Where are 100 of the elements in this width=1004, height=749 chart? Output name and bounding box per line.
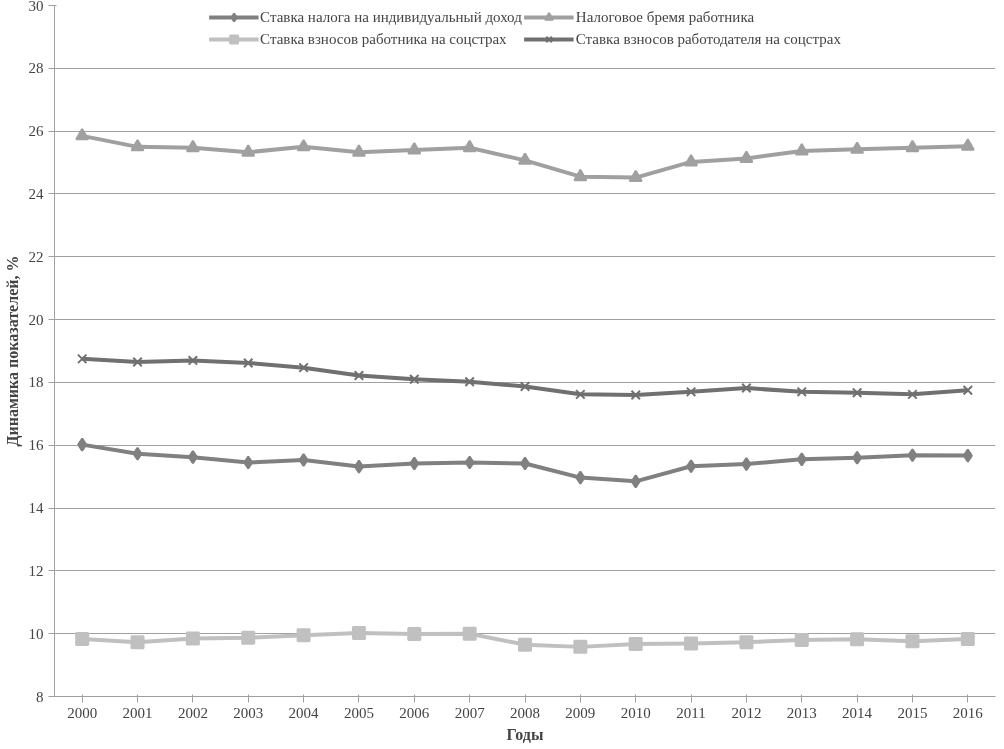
point	[187, 355, 199, 366]
point	[298, 452, 309, 467]
point	[850, 141, 865, 154]
legend-label: Ставка взносов работодателя на соцстрах	[575, 30, 841, 48]
x-tick-label: 2007	[454, 704, 486, 721]
y-tick-label: 28	[28, 60, 44, 77]
x-tick-label: 2002	[177, 704, 208, 721]
point	[573, 639, 588, 654]
point	[850, 632, 865, 647]
legend-label: Ставка налога на индивидуальный доход	[260, 8, 522, 26]
x-tick-label: 2001	[122, 704, 153, 721]
x-axis-title: Годы	[506, 725, 544, 743]
point	[76, 353, 88, 365]
point	[685, 386, 697, 398]
point	[905, 634, 920, 649]
point	[132, 446, 143, 461]
y-tick-label: 24	[28, 185, 44, 202]
point	[185, 631, 200, 646]
point	[351, 144, 366, 157]
point	[75, 632, 90, 647]
x-tick-label: 2012	[731, 704, 762, 721]
point	[130, 138, 145, 152]
x-tick-label: 2009	[565, 704, 596, 721]
point	[962, 385, 974, 396]
point	[684, 153, 699, 167]
point	[351, 626, 366, 641]
point	[907, 448, 918, 463]
y-tick-label: 8	[36, 688, 44, 705]
x-tick-label: 2015	[897, 704, 928, 721]
x-tick-label: 2010	[620, 704, 651, 721]
point	[241, 630, 256, 645]
point	[630, 474, 641, 489]
point	[187, 450, 198, 465]
point	[852, 450, 863, 465]
point	[739, 635, 754, 650]
point	[462, 139, 477, 153]
x-tick-label: 2014	[842, 704, 873, 721]
point	[794, 143, 809, 156]
point	[242, 357, 254, 369]
y-tick-label: 22	[28, 248, 44, 265]
point	[686, 459, 697, 474]
y-tick-label: 16	[28, 437, 44, 454]
y-tick-label: 18	[28, 374, 44, 391]
point	[298, 362, 309, 373]
y-axis-title: Динамика показателей, %	[3, 255, 22, 447]
y-tick-label: 26	[28, 123, 44, 140]
point	[407, 627, 422, 641]
point	[409, 374, 420, 385]
y-tick-label: 30	[28, 0, 44, 14]
point	[353, 459, 364, 474]
point	[575, 470, 586, 485]
legend-label: Налоговое бремя работника	[575, 8, 755, 26]
point	[739, 150, 754, 163]
x-tick-label: 2000	[67, 704, 98, 721]
point	[518, 637, 532, 652]
point	[907, 389, 918, 400]
point	[630, 389, 641, 401]
point	[241, 144, 256, 157]
point	[905, 139, 920, 153]
point	[243, 455, 254, 470]
point	[296, 628, 311, 643]
x-tick-label: 2013	[786, 704, 817, 721]
x-tick-label: 2008	[510, 704, 540, 721]
point	[794, 632, 809, 647]
point	[960, 632, 975, 647]
point	[796, 386, 808, 398]
x-tick-label: 2016	[952, 704, 984, 721]
point	[75, 127, 90, 141]
point	[851, 387, 863, 399]
point	[628, 637, 643, 652]
point	[353, 370, 365, 381]
point	[130, 635, 145, 650]
point	[741, 382, 752, 394]
point	[684, 636, 699, 651]
y-tick-label: 12	[28, 562, 44, 579]
y-tick-label: 14	[28, 500, 44, 517]
point	[296, 138, 311, 152]
point	[464, 455, 475, 470]
point	[407, 142, 422, 155]
point	[464, 376, 475, 388]
x-tick-label: 2004	[288, 704, 320, 721]
point	[519, 381, 531, 392]
y-tick-label: 10	[28, 625, 44, 642]
point	[573, 168, 588, 182]
y-tick-label: 20	[28, 311, 44, 328]
point	[575, 389, 586, 400]
point	[462, 626, 477, 641]
point	[796, 452, 807, 467]
x-tick-label: 2005	[343, 704, 374, 721]
x-tick-label: 2003	[233, 704, 264, 721]
legend-label: Ставка взносов работника на соцстрах	[260, 30, 507, 48]
point	[628, 169, 643, 183]
x-tick-label: 2011	[676, 704, 706, 721]
point	[185, 139, 200, 153]
point	[132, 356, 143, 368]
point	[518, 152, 532, 165]
point	[409, 456, 420, 471]
point	[962, 448, 973, 463]
point	[960, 138, 975, 151]
point	[741, 457, 752, 472]
